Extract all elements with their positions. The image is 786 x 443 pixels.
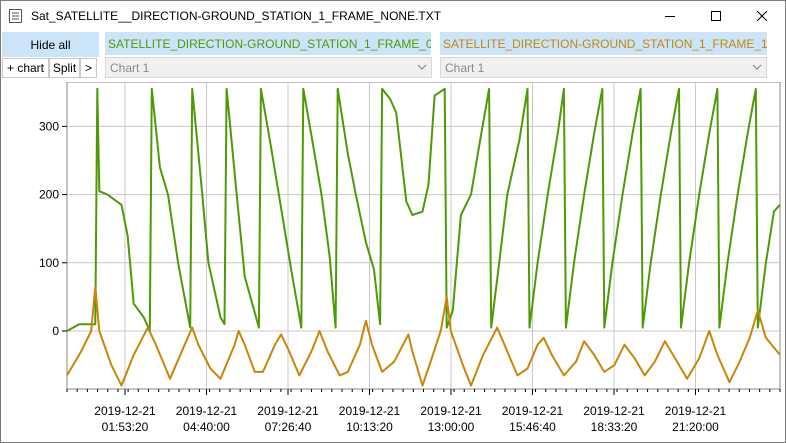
close-icon [757, 11, 767, 21]
y-tick-label: 100 [39, 256, 59, 270]
y-tick-label: 0 [52, 324, 59, 338]
chevron-down-icon [417, 64, 427, 70]
x-tick-label-time: 18:33:20 [591, 420, 638, 434]
y-tick-label: 300 [39, 119, 59, 133]
x-tick-label-date: 2019-12-21 [583, 404, 645, 418]
x-tick-label-time: 15:46:40 [509, 420, 556, 434]
x-tick-label-date: 2019-12-21 [665, 404, 727, 418]
close-button[interactable] [739, 1, 785, 31]
x-tick-label-date: 2019-12-21 [339, 404, 401, 418]
plot-area [66, 82, 781, 390]
series-1-line [66, 285, 781, 387]
series-1-toggle[interactable]: SATELLITE_DIRECTION-GROUND_STATION_1_FRA… [440, 32, 767, 55]
series-1-chart-select[interactable]: Chart 1 [440, 57, 767, 78]
maximize-button[interactable] [693, 1, 739, 31]
x-tick-label-date: 2019-12-21 [176, 404, 238, 418]
x-tick-label-time: 21:20:00 [672, 420, 719, 434]
x-tick-label-date: 2019-12-21 [502, 404, 564, 418]
add-chart-button[interactable]: + chart [2, 58, 49, 78]
series-0-chart-select-value: Chart 1 [110, 60, 150, 75]
x-tick-label-time: 10:13:20 [346, 420, 393, 434]
more-button[interactable]: > [80, 58, 97, 78]
chart-plot[interactable]: 0 100 200 300 2019-12-21 01:53:20 2019-12-21 04… [1, 82, 785, 442]
x-tick-label-time: 07:26:40 [265, 420, 312, 434]
x-tick-label-date: 2019-12-21 [257, 404, 319, 418]
app-icon [9, 9, 22, 23]
x-tick-label-time: 01:53:20 [102, 420, 149, 434]
series-0-chart-select[interactable]: Chart 1 [105, 57, 432, 78]
x-tick-label-date: 2019-12-21 [420, 404, 482, 418]
series-1-chart-select-value: Chart 1 [445, 60, 485, 75]
split-button[interactable]: Split [49, 58, 80, 78]
chevron-down-icon [752, 64, 762, 70]
x-tick-label-time: 04:40:00 [183, 420, 230, 434]
maximize-icon [711, 11, 721, 21]
window-title: Sat_SATELLITE__DIRECTION-GROUND_STATION_… [31, 9, 442, 23]
hide-all-button[interactable]: Hide all [2, 32, 99, 57]
x-tick-label-date: 2019-12-21 [94, 404, 156, 418]
title-bar[interactable]: Sat_SATELLITE__DIRECTION-GROUND_STATION_… [1, 1, 785, 31]
series-0-toggle[interactable]: SATELLITE_DIRECTION-GROUND_STATION_1_FRA… [105, 32, 431, 55]
y-tick-label: 200 [39, 188, 59, 202]
series-0-line [66, 87, 781, 332]
minimize-button[interactable] [647, 1, 693, 31]
minimize-icon [665, 16, 675, 17]
x-tick-label-time: 13:00:00 [428, 420, 475, 434]
